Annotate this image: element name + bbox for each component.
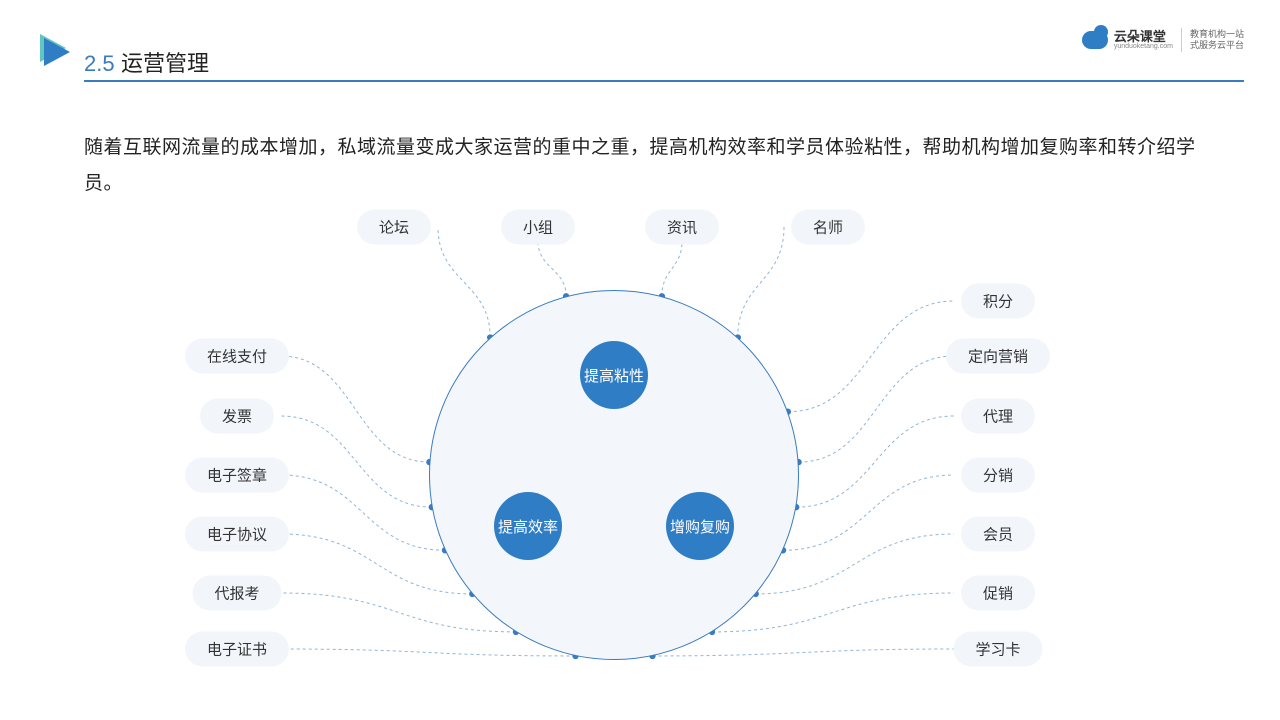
pill-forum: 论坛 <box>357 210 431 245</box>
pill-card: 学习卡 <box>953 632 1042 667</box>
brand-logo: 云朵课堂 yunduoketang.com 教育机构一站 式服务云平台 <box>1082 28 1244 52</box>
section-description: 随着互联网流量的成本增加，私域流量变成大家运营的重中之重，提高机构效率和学员体验… <box>84 130 1220 202</box>
section-title: 2.5 运营管理 <box>84 46 209 78</box>
connector-line <box>738 227 784 338</box>
connector-line <box>281 416 432 507</box>
brand-tagline-1: 教育机构一站 <box>1190 29 1244 40</box>
pill-esign: 电子签章 <box>185 458 289 493</box>
pill-eagree: 电子协议 <box>185 517 289 552</box>
core-node-stick: 提高粘性 <box>580 341 648 409</box>
pill-target: 定向营销 <box>946 339 1050 374</box>
operations-diagram: 提高粘性提高效率 增购复购 论坛 小组 资讯 名师积分定向营销代理分销会员促销学习卡 在线支… <box>0 200 1280 720</box>
core-node-eff: 提高效率 <box>494 492 562 560</box>
connector-line <box>281 475 445 550</box>
connector-line <box>652 649 954 656</box>
pill-invoice: 发票 <box>200 399 274 434</box>
connector-line <box>783 475 954 550</box>
connector-line <box>438 227 490 338</box>
cloud-icon <box>1082 31 1108 49</box>
connector-line <box>281 649 576 656</box>
pill-teacher: 名师 <box>791 210 865 245</box>
connector-line <box>799 356 954 462</box>
pill-member: 会员 <box>961 517 1035 552</box>
brand-domain: yunduoketang.com <box>1114 43 1173 50</box>
pill-proxy: 代报考 <box>192 576 281 611</box>
pill-promo: 促销 <box>961 576 1035 611</box>
title-underline <box>84 80 1244 82</box>
pill-group: 小组 <box>501 210 575 245</box>
section-number: 2.5 <box>84 51 115 76</box>
connector-line <box>796 416 954 507</box>
brand-name: 云朵课堂 <box>1114 30 1173 43</box>
connector-line <box>281 356 429 462</box>
pill-pay: 在线支付 <box>185 339 289 374</box>
connector-line <box>662 241 682 296</box>
section-title-text: 运营管理 <box>121 51 209 76</box>
pill-news: 资讯 <box>645 210 719 245</box>
pill-agent: 代理 <box>961 399 1035 434</box>
brand-tagline-2: 式服务云平台 <box>1190 40 1244 51</box>
pill-ecert: 电子证书 <box>185 632 289 667</box>
connector-line <box>788 301 954 412</box>
section-play-icon <box>40 30 72 70</box>
logo-divider <box>1181 28 1182 52</box>
core-node-rebuy: 增购复购 <box>666 492 734 560</box>
connector-line <box>538 241 566 296</box>
pill-dist: 分销 <box>961 458 1035 493</box>
pill-points: 积分 <box>961 284 1035 319</box>
